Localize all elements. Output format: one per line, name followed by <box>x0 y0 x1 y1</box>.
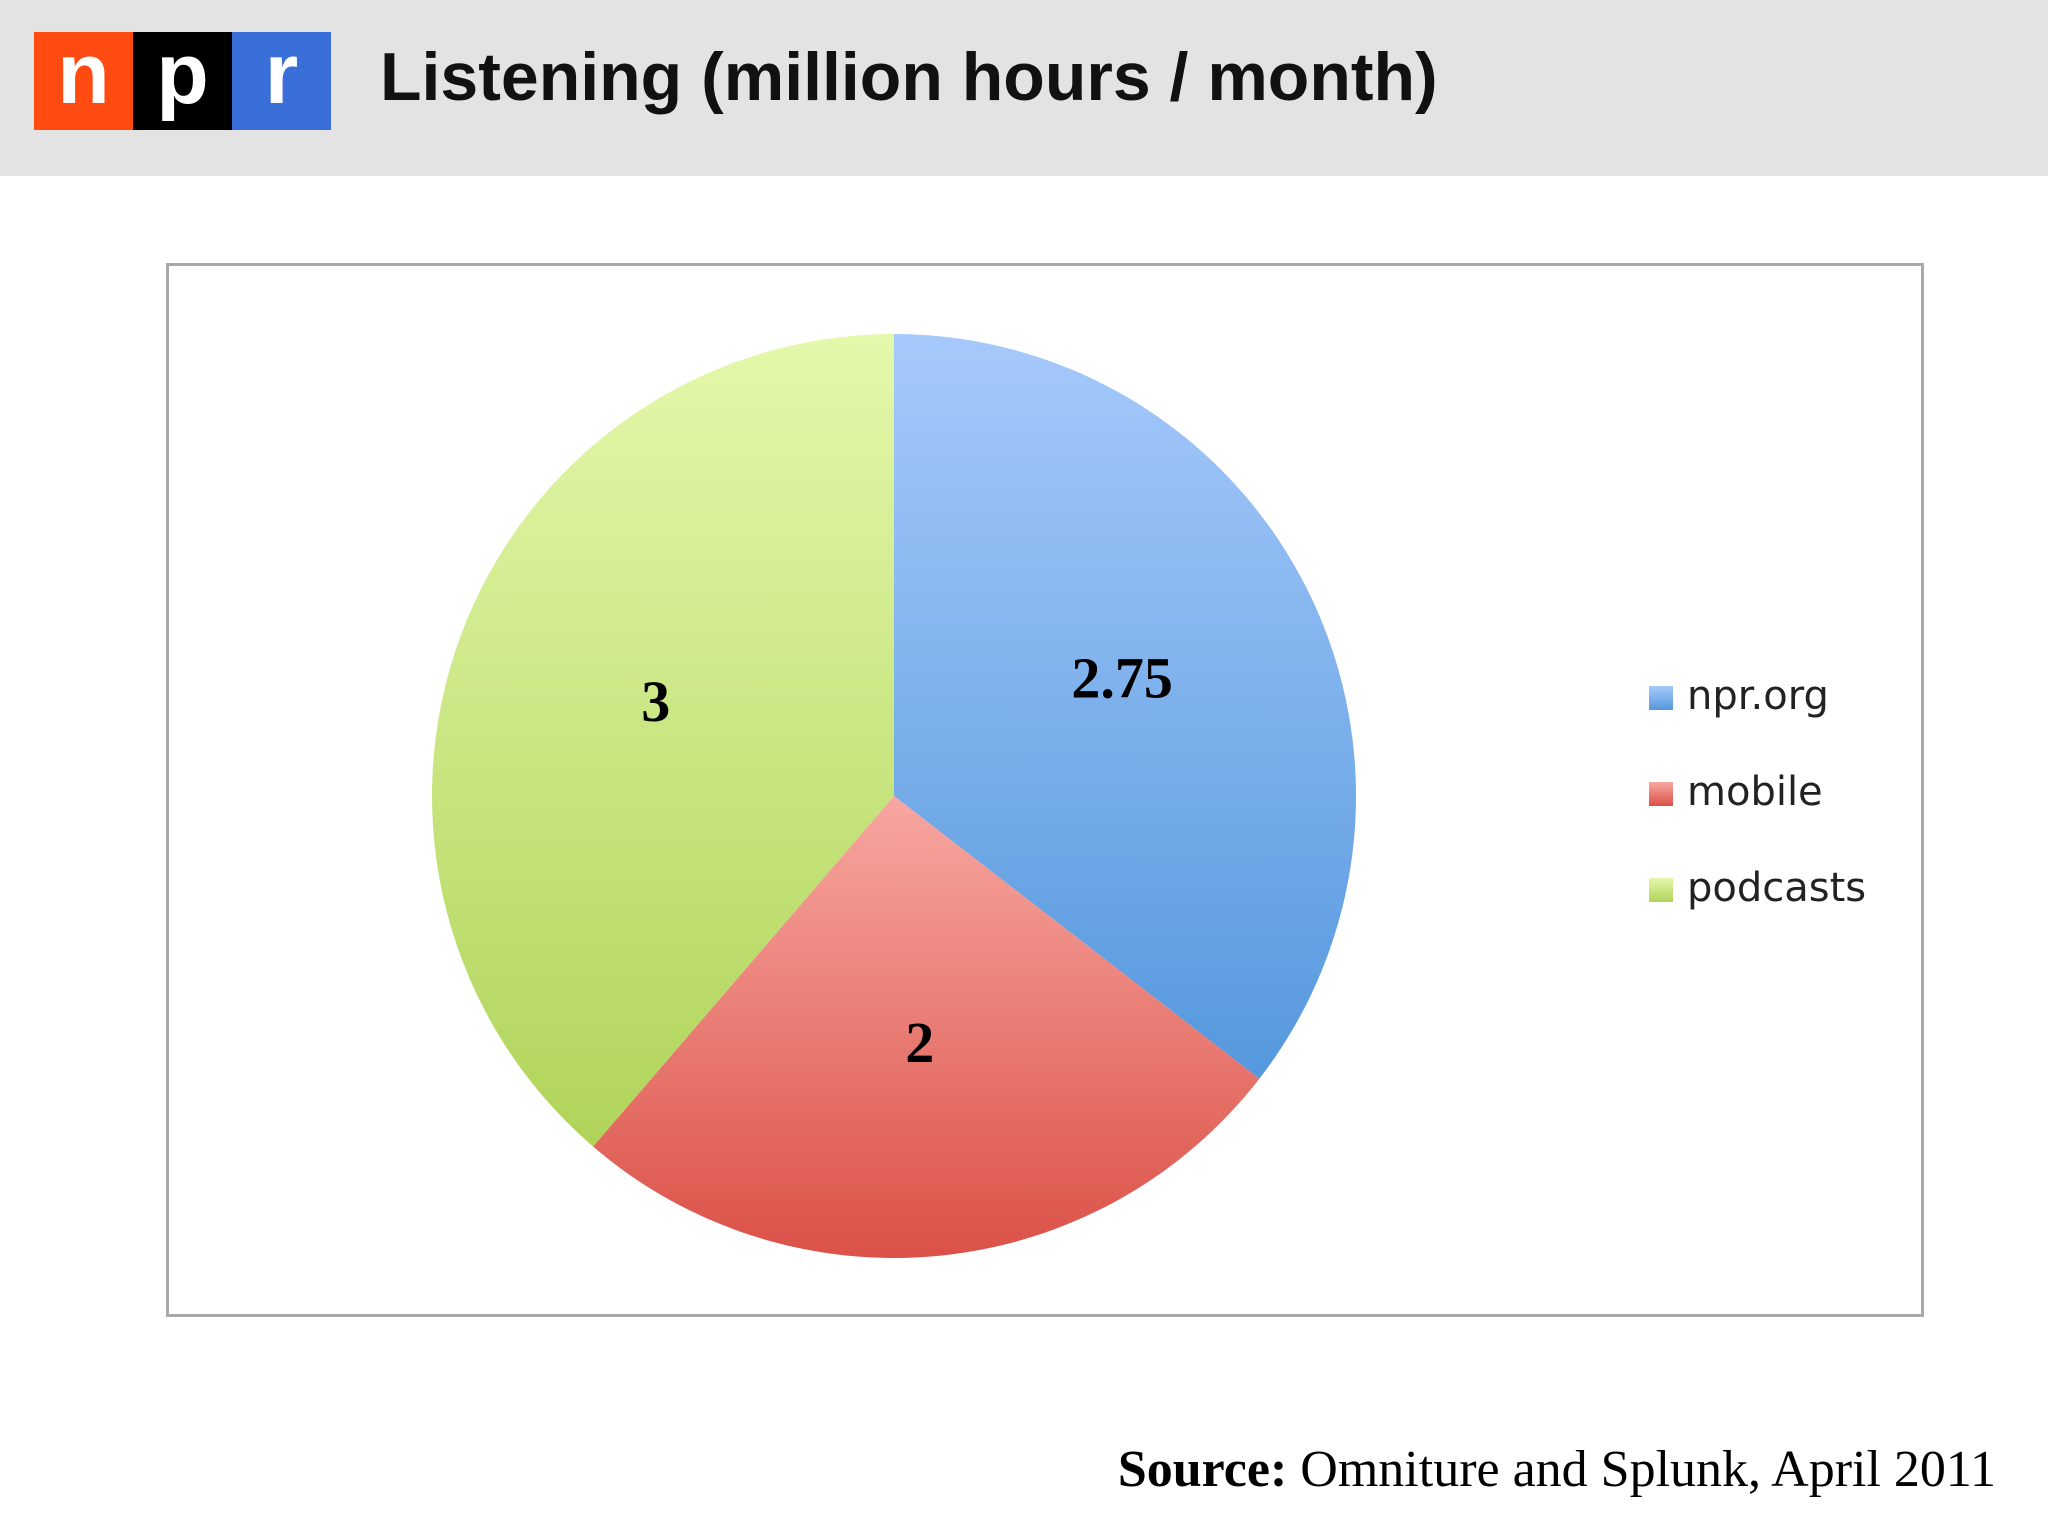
source-prefix: Source: <box>1117 1441 1288 1498</box>
logo-tile-n: n <box>34 31 133 130</box>
source-caption: Source: Omniture and Splunk, April 2011 <box>1118 1440 1996 1499</box>
legend-swatch-mobile <box>1649 782 1673 806</box>
legend-label-npr-org: npr.org <box>1687 673 1829 719</box>
header-bar: n p r Listening (million hours / month) <box>0 0 2048 176</box>
pie-slices <box>432 334 1356 1258</box>
data-label-mobile: 2 <box>905 1010 934 1075</box>
pie-slice-podcasts <box>432 334 894 1147</box>
pie-slice-mobile <box>593 796 1260 1258</box>
chart-frame: 2.75 2 3 npr.org mobile podcasts <box>166 263 1924 1317</box>
pie-slice-npr-org <box>894 334 1356 1079</box>
chart-legend: npr.org mobile podcasts <box>1649 673 1866 911</box>
page-title: Listening (million hours / month) <box>380 39 1438 115</box>
data-label-podcasts: 3 <box>641 669 670 734</box>
legend-label-mobile: mobile <box>1687 769 1823 815</box>
legend-swatch-podcasts <box>1649 878 1673 902</box>
data-label-npr-org: 2.75 <box>1071 645 1173 710</box>
pie-chart: 2.75 2 3 npr.org mobile podcasts <box>432 334 1866 1258</box>
pie-data-labels: 2.75 2 3 <box>641 645 1173 1075</box>
legend-label-podcasts: podcasts <box>1687 865 1866 911</box>
source-text: Omniture and Splunk, April 2011 <box>1287 1441 1996 1498</box>
legend-swatch-npr-org <box>1649 686 1673 710</box>
logo-tile-r: r <box>232 31 331 130</box>
npr-logo: n p r <box>34 31 331 130</box>
logo-tile-p: p <box>133 31 232 130</box>
